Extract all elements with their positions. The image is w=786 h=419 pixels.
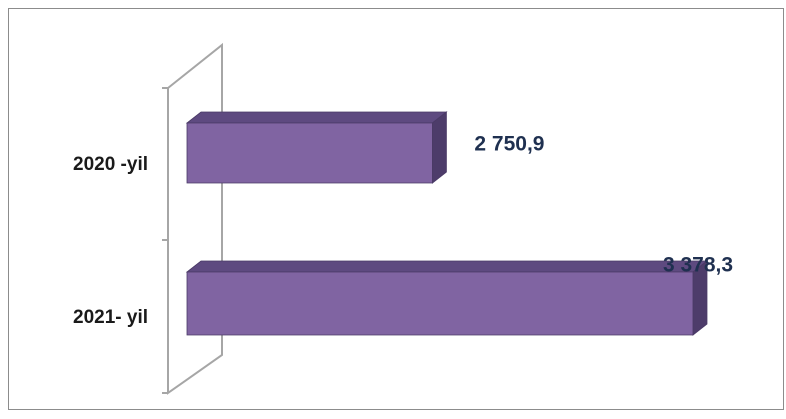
value-label: 3 378,3 xyxy=(663,254,733,277)
bar-top xyxy=(185,260,709,273)
axis-frame xyxy=(167,42,223,395)
value-label: 2 750,9 xyxy=(474,133,544,156)
bar xyxy=(185,111,448,184)
bar xyxy=(185,260,709,336)
category-label: 2021- yil xyxy=(73,307,148,328)
bar-top xyxy=(185,111,448,124)
bar-front xyxy=(186,271,694,336)
bar-side xyxy=(432,111,447,184)
chart-border xyxy=(8,8,784,410)
category-label: 2020 -yil xyxy=(73,154,148,175)
axis-wall xyxy=(162,42,223,395)
bar-front xyxy=(186,122,433,184)
